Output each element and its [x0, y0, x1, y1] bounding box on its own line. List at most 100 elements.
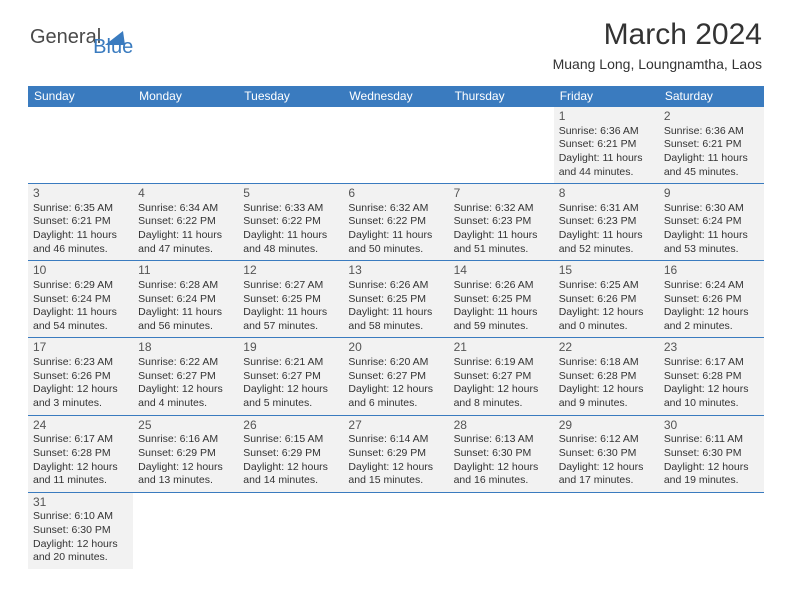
sunrise-text: Sunrise: 6:30 AM	[664, 202, 759, 216]
title-block: March 2024 Muang Long, Loungnamtha, Laos	[553, 18, 762, 72]
sunset-text: Sunset: 6:25 PM	[348, 293, 443, 307]
day-number: 22	[559, 340, 654, 356]
day-header: Wednesday	[343, 86, 448, 107]
day-number: 9	[664, 186, 759, 202]
day-number: 11	[138, 263, 233, 279]
daylight-text: Daylight: 11 hours and 48 minutes.	[243, 229, 338, 256]
day-number: 19	[243, 340, 338, 356]
calendar-day: 18Sunrise: 6:22 AMSunset: 6:27 PMDayligh…	[133, 338, 238, 415]
daylight-text: Daylight: 11 hours and 57 minutes.	[243, 306, 338, 333]
daylight-text: Daylight: 11 hours and 59 minutes.	[454, 306, 549, 333]
daylight-text: Daylight: 11 hours and 56 minutes.	[138, 306, 233, 333]
calendar-day-empty	[238, 492, 343, 569]
day-number: 7	[454, 186, 549, 202]
calendar-day: 24Sunrise: 6:17 AMSunset: 6:28 PMDayligh…	[28, 415, 133, 492]
sunset-text: Sunset: 6:26 PM	[33, 370, 128, 384]
day-number: 24	[33, 418, 128, 434]
calendar-day: 13Sunrise: 6:26 AMSunset: 6:25 PMDayligh…	[343, 261, 448, 338]
daylight-text: Daylight: 12 hours and 3 minutes.	[33, 383, 128, 410]
daylight-text: Daylight: 11 hours and 47 minutes.	[138, 229, 233, 256]
daylight-text: Daylight: 12 hours and 2 minutes.	[664, 306, 759, 333]
day-number: 17	[33, 340, 128, 356]
daylight-text: Daylight: 11 hours and 44 minutes.	[559, 152, 654, 179]
day-number: 2	[664, 109, 759, 125]
daylight-text: Daylight: 11 hours and 58 minutes.	[348, 306, 443, 333]
sunrise-text: Sunrise: 6:24 AM	[664, 279, 759, 293]
day-number: 23	[664, 340, 759, 356]
sunrise-text: Sunrise: 6:29 AM	[33, 279, 128, 293]
day-number: 29	[559, 418, 654, 434]
daylight-text: Daylight: 12 hours and 11 minutes.	[33, 461, 128, 488]
day-number: 10	[33, 263, 128, 279]
day-number: 4	[138, 186, 233, 202]
sunrise-text: Sunrise: 6:10 AM	[33, 510, 128, 524]
calendar-day: 4Sunrise: 6:34 AMSunset: 6:22 PMDaylight…	[133, 184, 238, 261]
calendar-day: 26Sunrise: 6:15 AMSunset: 6:29 PMDayligh…	[238, 415, 343, 492]
sunrise-text: Sunrise: 6:18 AM	[559, 356, 654, 370]
sunrise-text: Sunrise: 6:36 AM	[559, 125, 654, 139]
calendar-day: 3Sunrise: 6:35 AMSunset: 6:21 PMDaylight…	[28, 184, 133, 261]
daylight-text: Daylight: 12 hours and 17 minutes.	[559, 461, 654, 488]
location-subtitle: Muang Long, Loungnamtha, Laos	[553, 56, 762, 72]
sunrise-text: Sunrise: 6:35 AM	[33, 202, 128, 216]
calendar-day: 2Sunrise: 6:36 AMSunset: 6:21 PMDaylight…	[659, 107, 764, 184]
daylight-text: Daylight: 12 hours and 13 minutes.	[138, 461, 233, 488]
daylight-text: Daylight: 11 hours and 53 minutes.	[664, 229, 759, 256]
daylight-text: Daylight: 12 hours and 16 minutes.	[454, 461, 549, 488]
daylight-text: Daylight: 12 hours and 9 minutes.	[559, 383, 654, 410]
day-number: 30	[664, 418, 759, 434]
calendar-header-row: SundayMondayTuesdayWednesdayThursdayFrid…	[28, 86, 764, 107]
day-header: Saturday	[659, 86, 764, 107]
calendar-day: 21Sunrise: 6:19 AMSunset: 6:27 PMDayligh…	[449, 338, 554, 415]
sunset-text: Sunset: 6:30 PM	[454, 447, 549, 461]
sunset-text: Sunset: 6:30 PM	[559, 447, 654, 461]
sunset-text: Sunset: 6:21 PM	[664, 138, 759, 152]
calendar-day-empty	[133, 492, 238, 569]
sunset-text: Sunset: 6:25 PM	[454, 293, 549, 307]
calendar-day-empty	[659, 492, 764, 569]
sunset-text: Sunset: 6:28 PM	[559, 370, 654, 384]
day-number: 16	[664, 263, 759, 279]
calendar-day: 14Sunrise: 6:26 AMSunset: 6:25 PMDayligh…	[449, 261, 554, 338]
brand-part1: General	[30, 26, 101, 49]
sunset-text: Sunset: 6:27 PM	[454, 370, 549, 384]
calendar-week: 31Sunrise: 6:10 AMSunset: 6:30 PMDayligh…	[28, 492, 764, 569]
sunrise-text: Sunrise: 6:22 AM	[138, 356, 233, 370]
sunset-text: Sunset: 6:23 PM	[454, 215, 549, 229]
calendar-week: 1Sunrise: 6:36 AMSunset: 6:21 PMDaylight…	[28, 107, 764, 184]
calendar-day: 20Sunrise: 6:20 AMSunset: 6:27 PMDayligh…	[343, 338, 448, 415]
daylight-text: Daylight: 12 hours and 5 minutes.	[243, 383, 338, 410]
daylight-text: Daylight: 11 hours and 45 minutes.	[664, 152, 759, 179]
calendar-day-empty	[133, 107, 238, 184]
sunset-text: Sunset: 6:23 PM	[559, 215, 654, 229]
day-number: 1	[559, 109, 654, 125]
daylight-text: Daylight: 11 hours and 54 minutes.	[33, 306, 128, 333]
calendar-day: 28Sunrise: 6:13 AMSunset: 6:30 PMDayligh…	[449, 415, 554, 492]
day-header: Monday	[133, 86, 238, 107]
daylight-text: Daylight: 12 hours and 8 minutes.	[454, 383, 549, 410]
sunrise-text: Sunrise: 6:19 AM	[454, 356, 549, 370]
daylight-text: Daylight: 12 hours and 20 minutes.	[33, 538, 128, 565]
daylight-text: Daylight: 12 hours and 10 minutes.	[664, 383, 759, 410]
sunset-text: Sunset: 6:25 PM	[243, 293, 338, 307]
sunrise-text: Sunrise: 6:23 AM	[33, 356, 128, 370]
day-number: 18	[138, 340, 233, 356]
calendar-day: 15Sunrise: 6:25 AMSunset: 6:26 PMDayligh…	[554, 261, 659, 338]
daylight-text: Daylight: 12 hours and 15 minutes.	[348, 461, 443, 488]
daylight-text: Daylight: 12 hours and 14 minutes.	[243, 461, 338, 488]
month-title: March 2024	[553, 18, 762, 52]
calendar-day-empty	[343, 492, 448, 569]
sunset-text: Sunset: 6:22 PM	[138, 215, 233, 229]
sunrise-text: Sunrise: 6:21 AM	[243, 356, 338, 370]
calendar-day: 25Sunrise: 6:16 AMSunset: 6:29 PMDayligh…	[133, 415, 238, 492]
sunrise-text: Sunrise: 6:25 AM	[559, 279, 654, 293]
sunrise-text: Sunrise: 6:17 AM	[33, 433, 128, 447]
day-header: Friday	[554, 86, 659, 107]
calendar-day: 8Sunrise: 6:31 AMSunset: 6:23 PMDaylight…	[554, 184, 659, 261]
day-number: 5	[243, 186, 338, 202]
day-number: 31	[33, 495, 128, 511]
sunset-text: Sunset: 6:27 PM	[348, 370, 443, 384]
calendar-day-empty	[554, 492, 659, 569]
day-number: 25	[138, 418, 233, 434]
daylight-text: Daylight: 12 hours and 6 minutes.	[348, 383, 443, 410]
